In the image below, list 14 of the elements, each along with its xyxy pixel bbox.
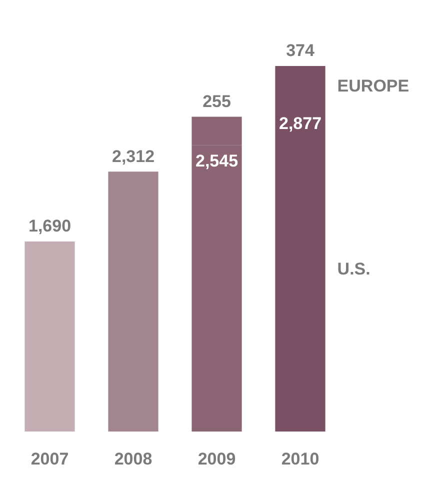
series-label: U.S. [337, 260, 370, 279]
data-label: 1,690 [28, 216, 72, 236]
x-tick-label: 2009 [198, 449, 236, 468]
x-tick-label: 2008 [114, 449, 152, 468]
x-tick-label: 2007 [30, 449, 69, 468]
series-label: EUROPE [337, 76, 410, 96]
data-label: 374 [286, 41, 315, 60]
data-label: 2,545 [195, 152, 238, 171]
x-tick-label: 2010 [281, 449, 320, 468]
data-label: 2,312 [112, 146, 155, 166]
data-label: 255 [202, 92, 231, 111]
data-label: 2,877 [278, 114, 322, 134]
bar [108, 172, 158, 432]
bar [24, 242, 75, 432]
